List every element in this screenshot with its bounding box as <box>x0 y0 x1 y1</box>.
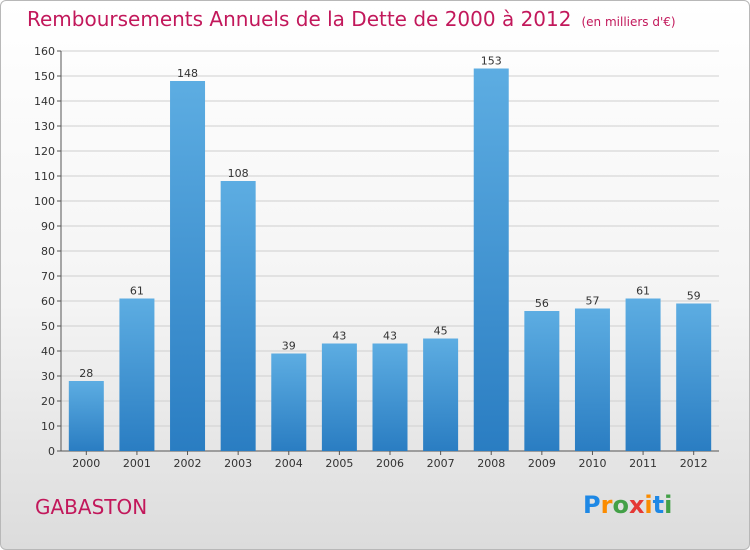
y-tick-label: 10 <box>41 420 55 433</box>
x-tick-label-2006: 2006 <box>376 457 404 470</box>
bar-2003 <box>220 181 256 451</box>
data-label-2007: 45 <box>434 325 448 338</box>
data-label-2005: 43 <box>332 330 346 343</box>
x-tick-label-2001: 2001 <box>123 457 151 470</box>
x-tick-label-2002: 2002 <box>174 457 202 470</box>
y-tick-label: 60 <box>41 295 55 308</box>
data-label-2001: 61 <box>130 285 144 298</box>
x-tick-label-2004: 2004 <box>275 457 303 470</box>
bar-2006 <box>372 343 408 451</box>
data-label-2003: 108 <box>228 167 249 180</box>
y-tick-label: 80 <box>41 245 55 258</box>
data-label-2002: 148 <box>177 67 198 80</box>
y-tick-label: 130 <box>34 120 55 133</box>
data-label-2010: 57 <box>585 295 599 308</box>
bar-2001 <box>119 298 155 451</box>
data-label-2004: 39 <box>282 340 296 353</box>
data-label-2000: 28 <box>79 367 93 380</box>
data-label-2008: 153 <box>481 55 502 68</box>
x-tick-label-2012: 2012 <box>680 457 708 470</box>
x-tick-label-2003: 2003 <box>224 457 252 470</box>
y-tick-label: 30 <box>41 370 55 383</box>
x-tick-label-2009: 2009 <box>528 457 556 470</box>
data-label-2011: 61 <box>636 285 650 298</box>
y-tick-label: 100 <box>34 195 55 208</box>
bar-2010 <box>574 308 610 451</box>
y-tick-label: 40 <box>41 345 55 358</box>
logo-letter: i <box>664 491 673 519</box>
x-tick-label-2011: 2011 <box>629 457 657 470</box>
bar-2005 <box>321 343 357 451</box>
logo-letter: t <box>652 491 665 519</box>
logo-letter: P <box>583 491 601 519</box>
chart-title: Remboursements Annuels de la Dette de 20… <box>27 7 676 31</box>
bar-2009 <box>524 311 560 451</box>
y-tick-label: 90 <box>41 220 55 233</box>
logo-letter: o <box>612 491 629 519</box>
data-label-2009: 56 <box>535 297 549 310</box>
bar-2007 <box>423 338 459 451</box>
bar-2002 <box>170 81 206 451</box>
y-tick-label: 150 <box>34 70 55 83</box>
chart-unit: (en milliers d'€) <box>581 15 676 29</box>
data-label-2012: 59 <box>687 290 701 303</box>
commune-name: GABASTON <box>35 495 148 519</box>
y-tick-label: 70 <box>41 270 55 283</box>
y-tick-label: 0 <box>48 445 55 458</box>
y-tick-label: 160 <box>34 45 55 58</box>
logo-letter: r <box>600 491 613 519</box>
x-tick-label-2005: 2005 <box>325 457 353 470</box>
logo-letter: x <box>628 491 645 519</box>
y-tick-label: 50 <box>41 320 55 333</box>
y-tick-label: 120 <box>34 145 55 158</box>
y-tick-label: 20 <box>41 395 55 408</box>
x-tick-label-2000: 2000 <box>72 457 100 470</box>
bar-2000 <box>68 381 104 451</box>
y-tick-label: 140 <box>34 95 55 108</box>
x-tick-label-2007: 2007 <box>427 457 455 470</box>
proxiti-logo: Proxiti <box>583 491 672 519</box>
logo-letter: i <box>644 491 653 519</box>
bar-2004 <box>271 353 307 451</box>
bar-2012 <box>676 303 712 451</box>
x-tick-label-2008: 2008 <box>477 457 505 470</box>
bar-2008 <box>473 68 509 451</box>
chart-title-text: Remboursements Annuels de la Dette de 20… <box>27 7 572 31</box>
bar-2011 <box>625 298 661 451</box>
x-tick-label-2010: 2010 <box>578 457 606 470</box>
data-label-2006: 43 <box>383 330 397 343</box>
y-tick-label: 110 <box>34 170 55 183</box>
